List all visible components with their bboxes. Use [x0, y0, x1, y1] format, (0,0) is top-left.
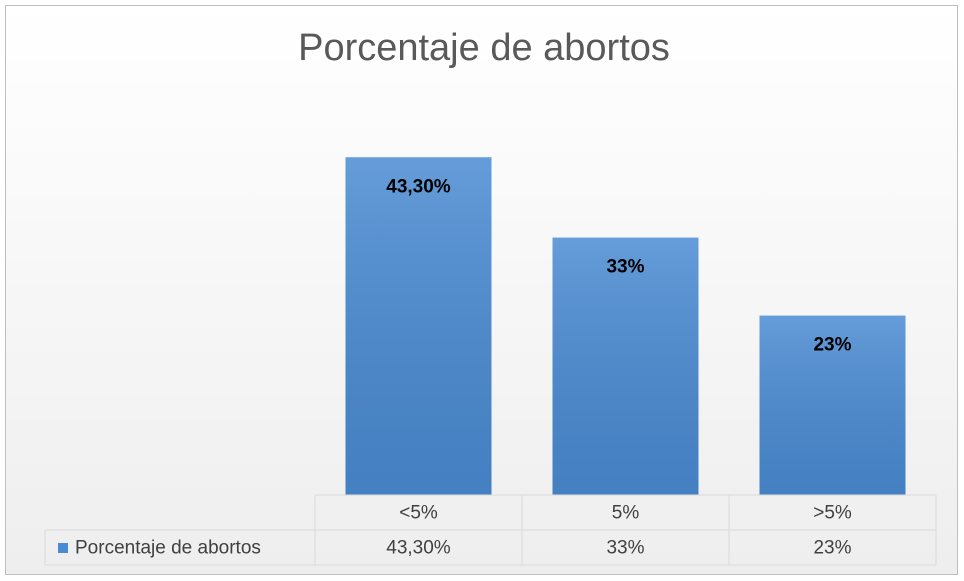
- table-value: 33%: [606, 538, 644, 559]
- bar-shade: [759, 315, 906, 495]
- legend-label: Porcentaje de abortos: [75, 538, 261, 559]
- bar-shade: [552, 237, 699, 495]
- table-value: 23%: [813, 538, 851, 559]
- x-tick-label: >5%: [813, 503, 852, 524]
- data-label: 23%: [813, 335, 851, 356]
- legend-swatch: [58, 543, 68, 553]
- chart-title: Porcentaje de abortos: [298, 27, 670, 69]
- bar-shade: [345, 157, 492, 495]
- table-value: 43,30%: [386, 538, 451, 559]
- x-tick-label: <5%: [399, 503, 438, 524]
- data-label: 33%: [606, 257, 644, 278]
- x-tick-label: 5%: [612, 503, 640, 524]
- data-label: 43,30%: [386, 176, 451, 197]
